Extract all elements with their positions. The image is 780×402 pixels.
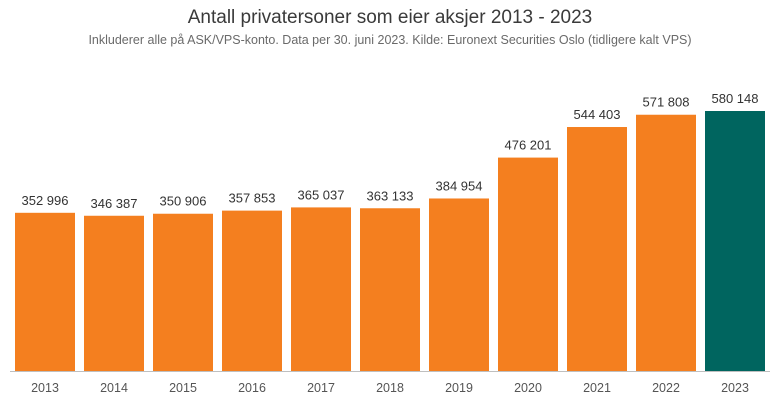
x-tick-2020: 2020 <box>514 381 542 395</box>
x-tick-2017: 2017 <box>307 381 335 395</box>
x-tick-2015: 2015 <box>169 381 197 395</box>
data-label-2016: 357 853 <box>229 191 276 206</box>
data-label-2021: 544 403 <box>574 107 621 122</box>
chart-title: Antall privatersoner som eier aksjer 201… <box>187 7 593 28</box>
x-tick-2021: 2021 <box>583 381 611 395</box>
bar-2015 <box>153 213 213 371</box>
data-label-2014: 346 387 <box>91 196 138 211</box>
data-label-2022: 571 808 <box>643 95 690 110</box>
data-label-2017: 365 037 <box>298 187 345 202</box>
bar-2020 <box>498 157 558 371</box>
bar-2013 <box>15 212 75 371</box>
x-tick-2023: 2023 <box>721 381 749 395</box>
x-tick-2016: 2016 <box>238 381 266 395</box>
data-label-2020: 476 201 <box>505 138 552 153</box>
bar-2017 <box>291 207 351 371</box>
x-tick-2019: 2019 <box>445 381 473 395</box>
data-label-2023: 580 148 <box>712 91 759 106</box>
bar-2023 <box>705 111 765 371</box>
bar-2022 <box>636 114 696 371</box>
bar-2014 <box>84 215 144 371</box>
data-label-2019: 384 954 <box>436 178 483 193</box>
bar-2019 <box>429 198 489 371</box>
x-tick-2014: 2014 <box>100 381 128 395</box>
data-label-2013: 352 996 <box>22 193 69 208</box>
x-tick-2018: 2018 <box>376 381 404 395</box>
bar-2016 <box>222 210 282 371</box>
bar-2021 <box>567 127 627 371</box>
chart-subtitle: Inkluderer alle på ASK/VPS-konto. Data p… <box>88 33 692 47</box>
data-label-2015: 350 906 <box>160 194 207 209</box>
data-label-2018: 363 133 <box>367 188 414 203</box>
x-tick-2022: 2022 <box>652 381 680 395</box>
x-tick-2013: 2013 <box>31 381 59 395</box>
bar-2018 <box>360 208 420 371</box>
